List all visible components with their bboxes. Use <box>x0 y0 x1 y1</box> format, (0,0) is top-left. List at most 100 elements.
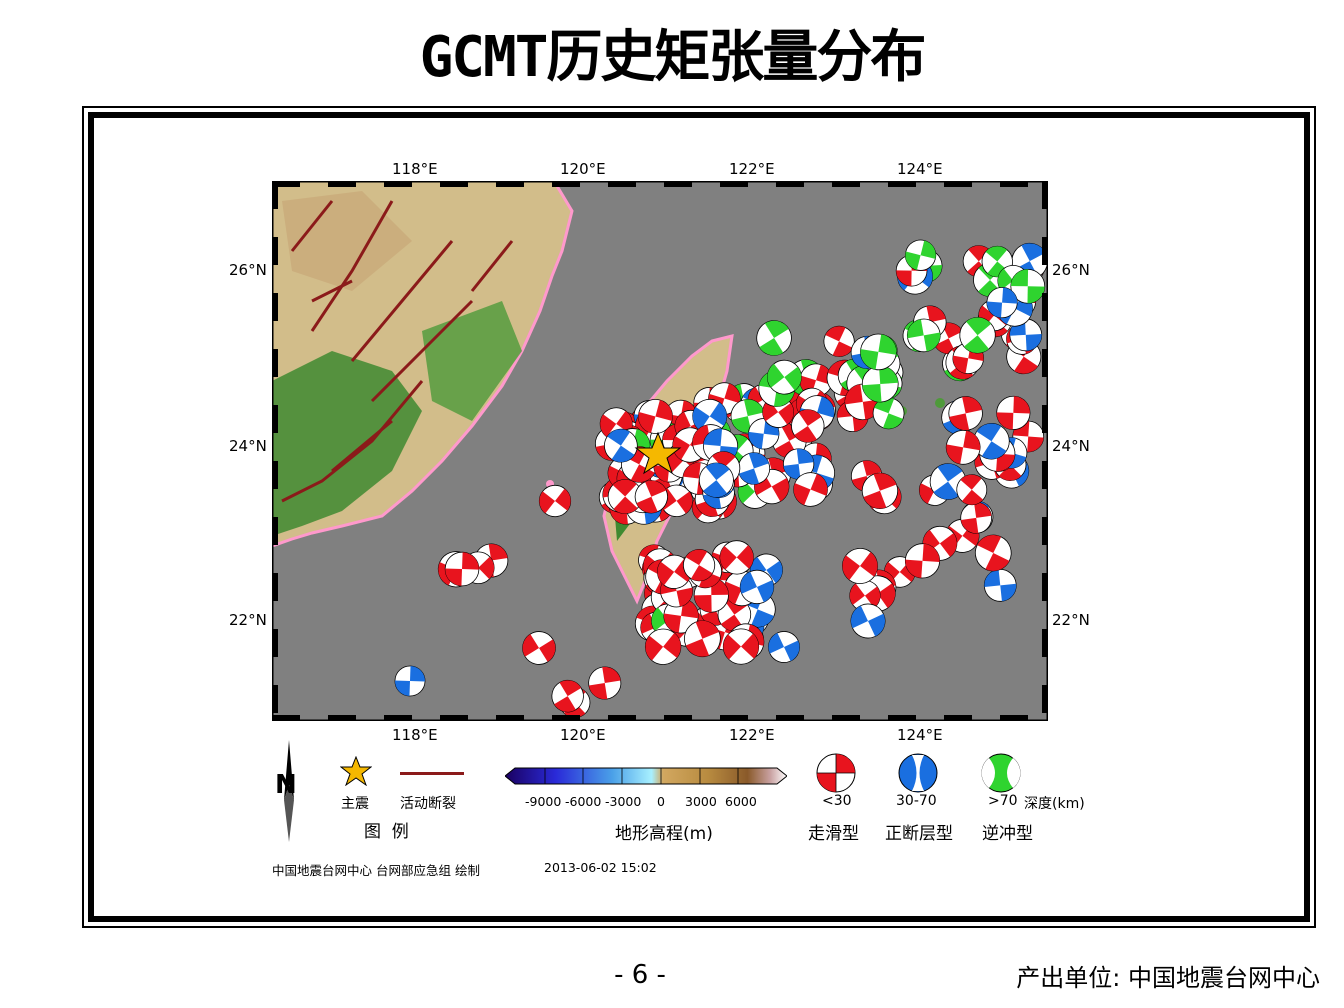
lat-label-right-24: 24°N <box>1052 437 1090 455</box>
credit-maker: 中国地震台网中心 台网部应急组 绘制 <box>272 863 480 878</box>
colorbar-tick-1: -9000 <box>525 794 562 809</box>
mechanism-label-normal: 正断层型 <box>885 824 953 844</box>
focal-mechanism-beachball <box>767 359 802 395</box>
focal-mechanism-beachball <box>823 325 855 358</box>
focal-mechanism-beachball <box>850 603 886 639</box>
focal-mechanism-beachball <box>861 365 899 403</box>
focal-mechanism-beachball <box>782 448 815 480</box>
frame-tick-bar <box>1042 461 1048 489</box>
mainland-lowland-green <box>272 351 422 536</box>
focal-mechanism-beachball <box>842 548 878 584</box>
focal-mechanism-beachball <box>604 428 638 463</box>
colorbar-tick-4: 0 <box>657 794 665 809</box>
depth-label-intermediate: 30-70 <box>896 793 937 809</box>
frame-tick-bar <box>552 715 580 721</box>
legend-beachball-normal <box>897 752 939 798</box>
beachball-layer <box>394 239 1048 718</box>
focal-mechanism-beachball <box>861 472 899 509</box>
frame-tick-bar <box>832 715 860 721</box>
lon-label-top-118: 118°E <box>392 160 438 178</box>
coastal-lowland-green <box>422 301 522 421</box>
frame-tick-bar <box>832 181 860 187</box>
frame-tick-bar <box>1042 349 1048 377</box>
frame-tick-bar <box>384 181 412 187</box>
frame-tick-bar <box>272 629 278 657</box>
frame-tick-bar <box>272 461 278 489</box>
focal-mechanism-beachball <box>692 398 728 434</box>
frame-tick-bar <box>608 181 636 187</box>
focal-mechanism-beachball <box>756 320 792 356</box>
focal-mechanism-beachball <box>793 472 828 507</box>
page-title: GCMT历史矩张量分布 <box>419 25 927 90</box>
frame-tick-bar <box>272 237 278 265</box>
lon-label-bottom-120: 120°E <box>560 726 606 744</box>
focal-mechanism-beachball <box>644 628 682 665</box>
credit-datetime: 2013-06-02 15:02 <box>544 860 657 875</box>
frame-tick-bar <box>272 181 300 187</box>
north-arrow <box>276 740 302 842</box>
focal-mechanism-beachball <box>996 395 1031 430</box>
frame-tick-bar <box>664 181 692 187</box>
map-canvas <box>272 181 1048 721</box>
frame-tick-bar <box>888 181 916 187</box>
north-label: N <box>275 770 297 800</box>
focal-mechanism-beachball <box>634 480 668 514</box>
map-frame <box>272 181 1048 721</box>
legend-beachball-thrust <box>980 752 1022 798</box>
focal-mechanism-beachball <box>607 479 643 514</box>
frame-tick-bar <box>496 715 524 721</box>
small-island <box>935 398 945 408</box>
depth-label-shallow: <30 <box>822 793 852 809</box>
focal-mechanism-beachball <box>394 665 426 697</box>
frame-tick-bar <box>272 349 278 377</box>
frame-tick-bar <box>272 517 278 545</box>
focal-mechanism-beachball <box>906 318 941 353</box>
frame-tick-bar <box>440 181 468 187</box>
elevation-colorbar <box>504 766 788 790</box>
frame-tick-bar <box>384 715 412 721</box>
frame-tick-bar <box>888 715 916 721</box>
frame-tick-bar <box>496 181 524 187</box>
mechanism-label-thrust: 逆冲型 <box>982 824 1033 844</box>
focal-mechanism-beachball <box>444 551 480 587</box>
frame-tick-bar <box>1042 517 1048 545</box>
frame-tick-bar <box>944 715 972 721</box>
frame-tick-bar <box>720 715 748 721</box>
frame-tick-bar <box>552 181 580 187</box>
frame-tick-bar <box>776 715 804 721</box>
focal-mechanism-beachball <box>945 429 981 465</box>
focal-mechanism-beachball <box>973 423 1010 460</box>
main-shock-star <box>634 431 682 475</box>
frame-tick-bar <box>328 181 356 187</box>
lon-label-top-124: 124°E <box>897 160 943 178</box>
lon-label-top-120: 120°E <box>560 160 606 178</box>
lat-label-left-22: 22°N <box>229 611 267 629</box>
active-faults <box>281 200 514 503</box>
focal-mechanism-beachball <box>849 580 881 612</box>
highland-patch <box>282 191 412 291</box>
focal-mechanism-beachball <box>737 452 771 485</box>
frame-tick-bar <box>1042 685 1048 713</box>
frame-tick-bar <box>1042 181 1048 209</box>
focal-mechanism-beachball <box>791 409 825 443</box>
focal-mechanism-beachball <box>768 631 800 663</box>
lat-label-left-26: 26°N <box>229 261 267 279</box>
focal-mechanism-beachball <box>538 484 572 518</box>
focal-mechanism-beachball <box>719 540 754 575</box>
main-shock-legend-label: 主震 <box>341 796 369 812</box>
frame-tick-bar <box>1042 293 1048 321</box>
lat-label-right-22: 22°N <box>1052 611 1090 629</box>
focal-mechanism-beachball <box>722 628 760 665</box>
focal-mechanism-beachball <box>638 399 673 434</box>
legend-title: 图 例 <box>364 822 409 842</box>
map-panel <box>272 181 1048 721</box>
mechanism-label-strike-slip: 走滑型 <box>808 824 859 844</box>
lon-label-top-122: 122°E <box>729 160 775 178</box>
focal-mechanism-beachball <box>698 462 734 498</box>
focal-mechanism-beachball <box>948 396 983 431</box>
focal-mechanism-beachball <box>959 317 996 354</box>
focal-mechanism-beachball <box>739 569 775 605</box>
frame-tick-bar <box>608 715 636 721</box>
page-number: - 6 - <box>614 960 666 990</box>
frame-tick-bar <box>440 715 468 721</box>
